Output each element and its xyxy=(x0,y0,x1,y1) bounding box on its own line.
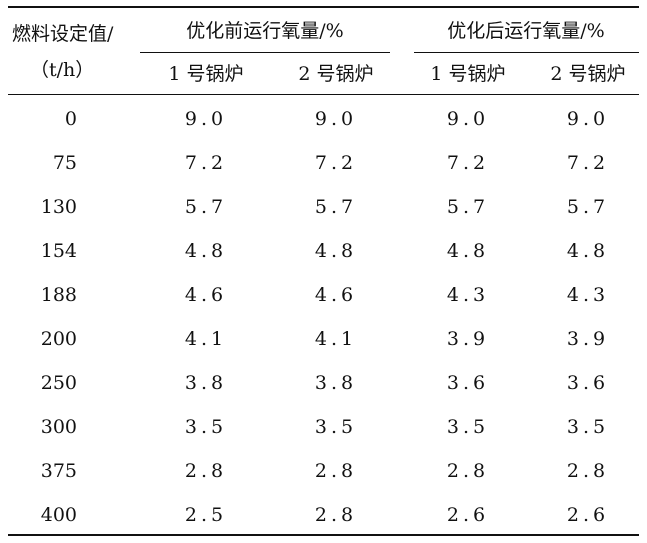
cell-before-1: 4.6 xyxy=(184,284,228,306)
cell-after-2: 5.7 xyxy=(566,196,610,218)
cell-before-2: 2.8 xyxy=(314,460,358,482)
cell-after-1: 7.2 xyxy=(446,152,490,174)
top-rule xyxy=(8,6,639,8)
header-boiler1-before: 1 号锅炉 xyxy=(168,63,244,85)
cell-fuel: 400 xyxy=(40,504,77,526)
cell-before-1: 4.8 xyxy=(184,240,228,262)
cell-after-2: 3.9 xyxy=(566,328,610,350)
cell-before-2: 4.1 xyxy=(314,328,358,350)
cell-after-2: 9.0 xyxy=(566,108,610,130)
cell-after-2: 2.8 xyxy=(566,460,610,482)
header-boiler1-after: 1 号锅炉 xyxy=(430,63,506,85)
cell-before-2: 7.2 xyxy=(314,152,358,174)
cell-before-2: 4.6 xyxy=(314,284,358,306)
cell-before-1: 3.8 xyxy=(184,372,228,394)
cell-before-1: 5.7 xyxy=(184,196,228,218)
cell-before-2: 3.5 xyxy=(314,416,358,438)
cell-after-1: 2.8 xyxy=(446,460,490,482)
cell-after-1: 3.9 xyxy=(446,328,490,350)
header-fuel-setpoint: 燃料设定值/ xyxy=(12,23,114,45)
group-before-rule xyxy=(140,52,390,53)
cell-before-2: 9.0 xyxy=(314,108,358,130)
cell-fuel: 375 xyxy=(40,460,77,482)
cell-before-1: 2.5 xyxy=(184,504,228,526)
header-boiler2-before: 2 号锅炉 xyxy=(298,63,374,85)
bottom-rule xyxy=(8,534,639,536)
cell-after-2: 7.2 xyxy=(566,152,610,174)
cell-after-1: 4.8 xyxy=(446,240,490,262)
cell-after-2: 3.6 xyxy=(566,372,610,394)
cell-after-1: 3.6 xyxy=(446,372,490,394)
group-after-rule xyxy=(414,52,639,53)
cell-after-1: 9.0 xyxy=(446,108,490,130)
cell-after-1: 5.7 xyxy=(446,196,490,218)
cell-before-1: 4.1 xyxy=(184,328,228,350)
cell-after-2: 2.6 xyxy=(566,504,610,526)
cell-after-2: 3.5 xyxy=(566,416,610,438)
cell-fuel: 300 xyxy=(40,416,77,438)
header-fuel-unit: （t/h） xyxy=(30,59,95,81)
cell-before-1: 3.5 xyxy=(184,416,228,438)
oxygen-table: 燃料设定值/ （t/h） 优化前运行氧量/% 优化后运行氧量/% 1 号锅炉 2… xyxy=(8,6,639,536)
cell-after-1: 2.6 xyxy=(446,504,490,526)
cell-fuel: 154 xyxy=(40,240,77,262)
cell-before-2: 5.7 xyxy=(314,196,358,218)
cell-before-1: 9.0 xyxy=(184,108,228,130)
cell-fuel: 130 xyxy=(40,196,77,218)
cell-before-2: 3.8 xyxy=(314,372,358,394)
cell-before-2: 2.8 xyxy=(314,504,358,526)
cell-after-1: 4.3 xyxy=(446,284,490,306)
cell-before-1: 7.2 xyxy=(184,152,228,174)
cell-before-1: 2.8 xyxy=(184,460,228,482)
cell-fuel: 188 xyxy=(40,284,77,306)
header-group-before: 优化前运行氧量/% xyxy=(186,20,344,42)
cell-after-2: 4.8 xyxy=(566,240,610,262)
cell-fuel: 250 xyxy=(40,372,77,394)
header-group-after: 优化后运行氧量/% xyxy=(447,20,605,42)
cell-after-1: 3.5 xyxy=(446,416,490,438)
header-boiler2-after: 2 号锅炉 xyxy=(550,63,626,85)
header-rule xyxy=(8,94,639,95)
cell-before-2: 4.8 xyxy=(314,240,358,262)
cell-after-2: 4.3 xyxy=(566,284,610,306)
cell-fuel: 0 xyxy=(64,108,77,130)
cell-fuel: 75 xyxy=(52,152,77,174)
cell-fuel: 200 xyxy=(40,328,77,350)
